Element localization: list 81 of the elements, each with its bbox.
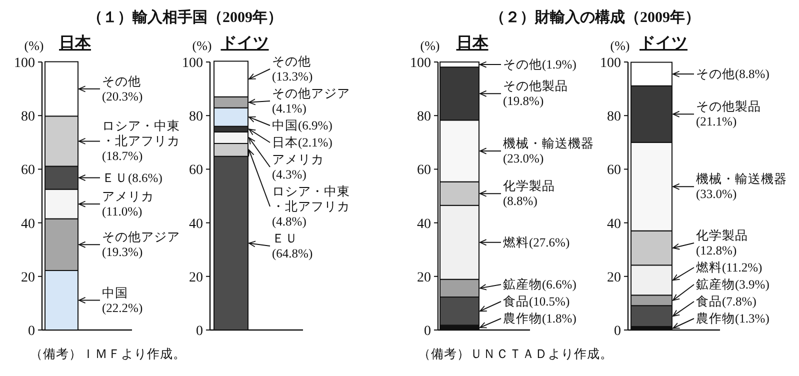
data-label: (13.3%) — [272, 70, 313, 84]
series-label: その他 — [102, 74, 141, 88]
y-tick-label: 60 — [21, 163, 35, 178]
y-tick-label: 40 — [189, 216, 203, 232]
data-label: (4.8%) — [272, 214, 306, 228]
y-tick-label: 60 — [189, 163, 203, 178]
text: 鉱産物(3.9%) — [696, 278, 770, 292]
series-label: 機械・輸送機器 — [503, 136, 594, 150]
y-tick-label: 60 — [417, 163, 431, 178]
text: 鉱産物(6.6%) — [503, 278, 576, 292]
y-tick-label: 0 — [28, 324, 35, 339]
data-label: (21.1%) — [696, 114, 737, 129]
y-tick-label: 20 — [417, 270, 431, 286]
text: 農作物(1.3%) — [696, 312, 770, 326]
text: 燃料(11.2%) — [696, 260, 762, 274]
series-label: 機械・輸送機器 — [696, 172, 787, 186]
y-tick-label: 0 — [424, 324, 431, 339]
y-tick-label: 80 — [417, 110, 431, 125]
x-tick-label: ドイツ — [220, 35, 269, 52]
data-label: (23.0%) — [503, 151, 544, 166]
data-label: (19.3%) — [102, 245, 143, 260]
text: （備考）ＩＭＦより作成。 — [30, 347, 186, 361]
series-label: その他アジア — [272, 86, 350, 100]
series-label: 化学製品 — [696, 228, 748, 242]
data-label: (33.0%) — [696, 187, 737, 202]
data-label: (8.8%) — [503, 194, 538, 208]
text: 中国(6.9%) — [272, 118, 332, 132]
text: （１）輸入相手国（2009年） — [88, 9, 282, 26]
text: 食品(7.8%) — [696, 294, 756, 308]
text: 日本(2.1%) — [272, 136, 332, 150]
y-tick-label: 80 — [189, 110, 203, 125]
legend-label: その他製品 — [503, 79, 568, 94]
y-tick-label: 20 — [21, 270, 35, 286]
data-label: (11.0%) — [102, 204, 142, 219]
text: その他(8.8%) — [696, 67, 770, 82]
series-label: その他アジア — [102, 230, 180, 244]
y-axis-title: (%) — [192, 38, 212, 53]
x-tick-label: 日本 — [59, 34, 92, 52]
series-label: ロシア・中東・北アフリカ — [102, 119, 180, 148]
legend-label: アメリカ — [272, 152, 324, 166]
y-tick-label: 40 — [21, 216, 35, 232]
y-tick-label: 80 — [607, 110, 621, 125]
data-label: (4.1%) — [272, 102, 306, 116]
series-label: その他 — [272, 54, 311, 68]
series-label: ＥＵ — [272, 232, 298, 246]
x-tick-label: ドイツ — [640, 35, 688, 52]
data-label: (20.3%) — [102, 89, 143, 104]
text: その他(1.9%) — [503, 58, 576, 72]
y-tick-label: 40 — [417, 216, 431, 232]
text: ＥＵ(8.6%) — [102, 170, 162, 185]
text: 農作物(1.8%) — [503, 312, 576, 326]
y-axis-title: (%) — [610, 38, 630, 53]
x-tick-label: 日本 — [456, 34, 490, 52]
y-axis-title: (%) — [24, 38, 44, 53]
series-label: 中国 — [102, 286, 128, 300]
series-label: その他製品 — [696, 100, 761, 114]
text: 燃料(27.6%) — [503, 235, 570, 250]
y-tick-label: 100 — [600, 56, 621, 71]
data-label: (4.3%) — [272, 168, 306, 182]
y-tick-label: 40 — [607, 216, 621, 232]
data-label: (12.8%) — [696, 244, 737, 258]
y-tick-label: 100 — [14, 56, 35, 71]
data-label: (18.7%) — [102, 149, 143, 164]
y-tick-label: 100 — [182, 56, 203, 71]
y-tick-label: 20 — [607, 270, 621, 286]
data-label: (64.8%) — [272, 246, 313, 260]
y-tick-label: 60 — [607, 163, 621, 178]
y-tick-label: 0 — [614, 324, 621, 339]
data-label: (22.2%) — [102, 300, 143, 315]
y-tick-label: 0 — [196, 324, 203, 339]
text: 食品(10.5%) — [503, 294, 570, 308]
y-tick-label: 100 — [410, 56, 431, 71]
y-tick-label: 80 — [21, 110, 35, 125]
legend-label: アメリカ — [102, 190, 154, 204]
text: （２）財輸入の構成（2009年） — [490, 9, 700, 26]
data-label: (19.8%) — [503, 94, 544, 108]
series-label: 化学製品 — [503, 179, 555, 194]
text: （備考）ＵＮＣＴＡＤより作成。 — [418, 347, 613, 361]
y-tick-label: 20 — [189, 270, 203, 286]
y-axis-title: (%) — [420, 38, 440, 53]
text: ロシア・中東・北アフリカ — [272, 184, 350, 214]
